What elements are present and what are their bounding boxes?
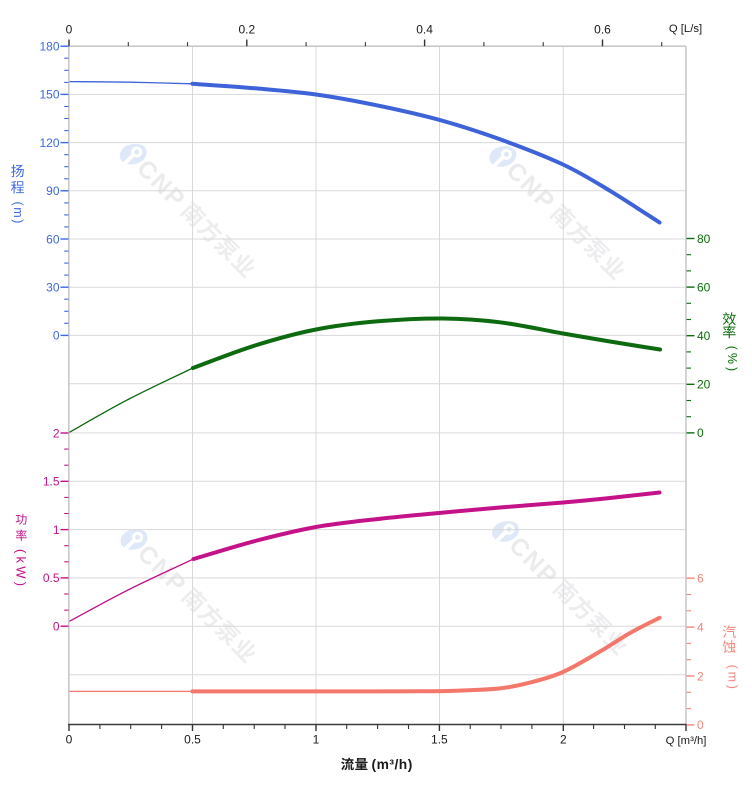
svg-text:Q [L/s]: Q [L/s] — [669, 23, 702, 35]
svg-text:2: 2 — [53, 426, 60, 440]
svg-text:0: 0 — [53, 329, 60, 343]
svg-text:0: 0 — [66, 733, 73, 747]
svg-text:1.5: 1.5 — [43, 475, 60, 489]
svg-text:30: 30 — [46, 281, 60, 295]
svg-text:180: 180 — [39, 40, 59, 54]
svg-text:0: 0 — [53, 620, 60, 634]
svg-text:0.5: 0.5 — [43, 571, 60, 585]
svg-text:4: 4 — [697, 620, 704, 634]
svg-text:20: 20 — [697, 378, 711, 392]
svg-text:0: 0 — [697, 426, 704, 440]
svg-text:1: 1 — [313, 733, 320, 747]
svg-text:60: 60 — [697, 280, 711, 294]
svg-text:0.2: 0.2 — [238, 23, 255, 37]
svg-text:(m): (m) — [11, 202, 25, 226]
svg-text:Q [m³/h]: Q [m³/h] — [666, 735, 707, 747]
svg-text:40: 40 — [697, 329, 711, 343]
svg-text:120: 120 — [39, 136, 59, 150]
svg-text:0.4: 0.4 — [416, 23, 433, 37]
svg-text:0: 0 — [697, 718, 704, 732]
svg-text:80: 80 — [697, 232, 711, 246]
svg-text:(m³/h): (m³/h) — [372, 757, 413, 772]
svg-text:2: 2 — [697, 669, 704, 683]
svg-text:90: 90 — [46, 184, 60, 198]
svg-text:(kW): (kW) — [14, 549, 29, 589]
svg-text:(%): (%) — [725, 346, 739, 374]
svg-text:(m): (m) — [726, 665, 740, 692]
svg-text:2: 2 — [560, 733, 567, 747]
svg-text:6: 6 — [697, 572, 704, 586]
svg-text:60: 60 — [46, 232, 60, 246]
svg-text:0.5: 0.5 — [184, 733, 201, 747]
svg-text:0: 0 — [66, 23, 73, 37]
svg-text:0.6: 0.6 — [594, 23, 611, 37]
svg-text:150: 150 — [39, 88, 59, 102]
svg-text:1: 1 — [53, 523, 60, 537]
svg-text:1.5: 1.5 — [431, 733, 448, 747]
